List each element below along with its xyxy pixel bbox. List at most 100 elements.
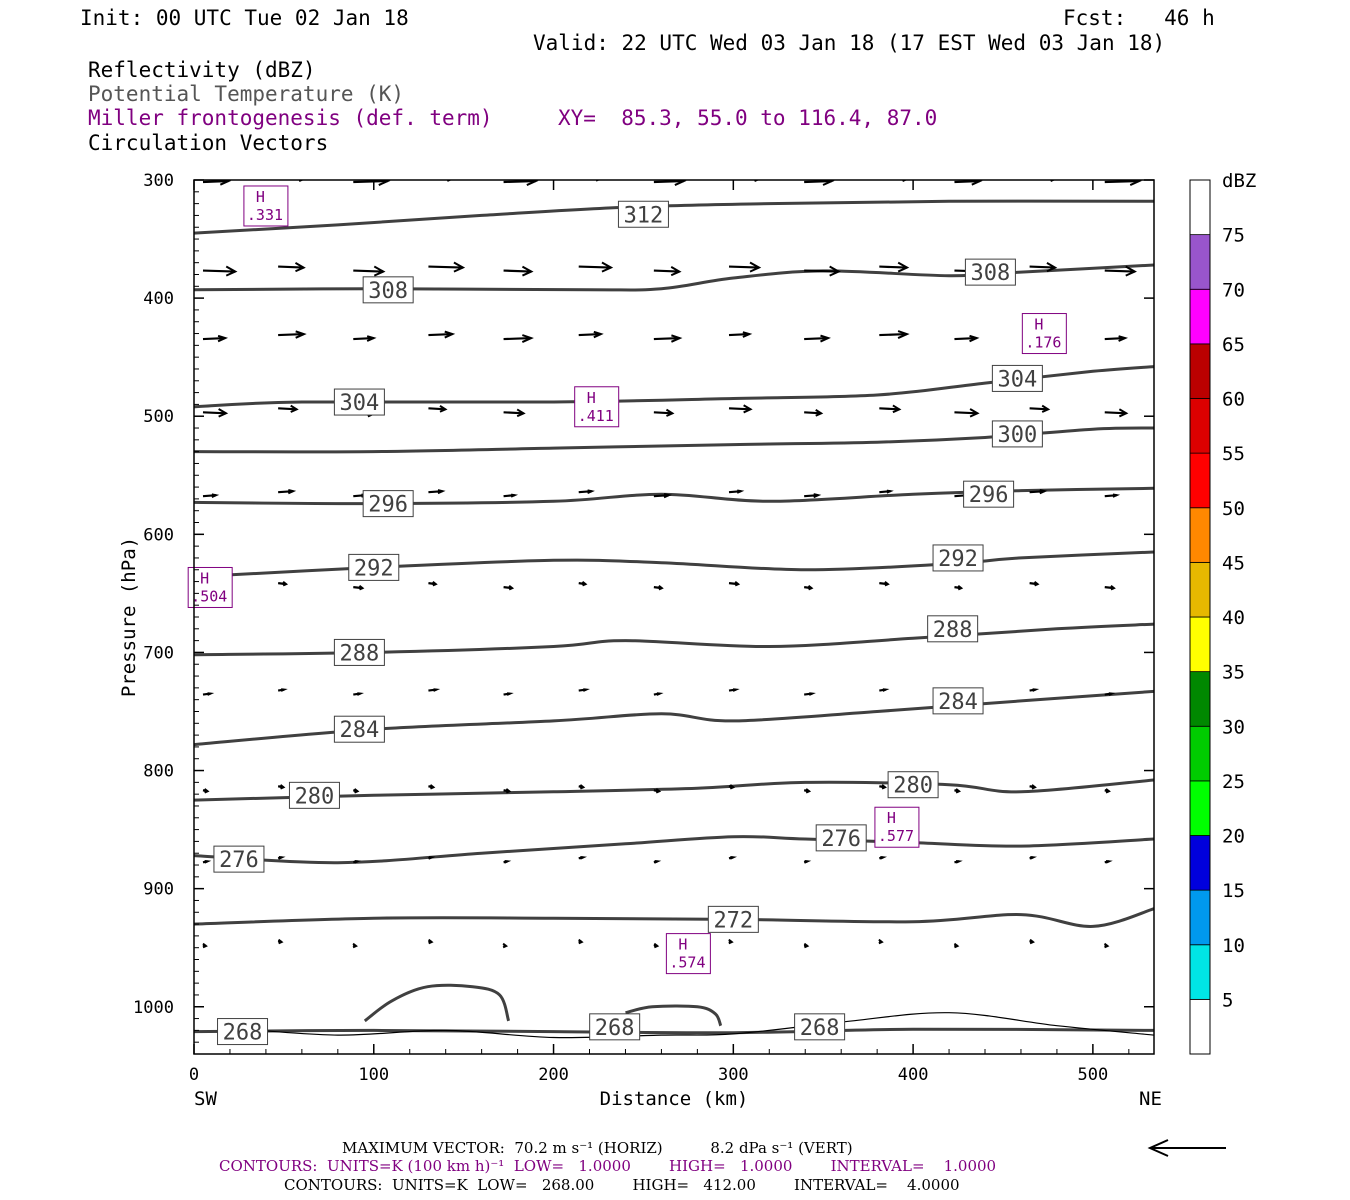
theta-label-box — [932, 687, 984, 715]
circulation-vector — [954, 180, 983, 186]
vector-head — [729, 784, 736, 790]
vector-head — [366, 335, 377, 342]
theta-label-text: 280 — [893, 774, 933, 799]
vector-head — [516, 408, 526, 418]
vector-head — [504, 859, 512, 864]
circulation-vector — [277, 938, 284, 945]
circulation-vector — [578, 938, 584, 945]
vector-head — [1112, 493, 1121, 498]
circulation-vector — [503, 265, 534, 277]
valid-time: Valid: 22 UTC Wed 03 Jan 18 (17 EST Wed … — [533, 31, 1166, 55]
theta-label-box — [932, 544, 984, 572]
circulation-vector — [352, 942, 358, 949]
vector-shaft — [353, 336, 374, 341]
high-letter: H — [587, 389, 596, 407]
vector-head — [225, 265, 238, 277]
circulation-vector — [578, 784, 586, 790]
vector-shaft — [503, 336, 532, 341]
theta-label-box — [887, 771, 939, 799]
circulation-vector — [804, 493, 822, 499]
colorbar-segment — [1189, 398, 1211, 454]
vector-shaft — [428, 332, 453, 337]
theta-label-box — [589, 1013, 641, 1041]
vector-head — [1033, 580, 1040, 587]
vector-head — [1032, 688, 1040, 692]
circulation-vector — [653, 408, 675, 417]
vector-head — [813, 493, 822, 499]
circulation-vector — [278, 489, 297, 495]
theta-contour-272 — [194, 907, 1154, 928]
vector-head — [358, 584, 365, 591]
circulation-vector — [804, 409, 824, 417]
vector-head — [1029, 938, 1035, 945]
vector-head — [202, 942, 208, 949]
circulation-vector — [1029, 784, 1037, 790]
circulation-vector — [728, 784, 736, 790]
vector-head — [822, 180, 835, 186]
circulation-vector — [1029, 262, 1058, 273]
vector-head — [897, 330, 910, 339]
circulation-vector — [1104, 859, 1113, 864]
vector-shaft — [653, 269, 680, 273]
circulation-vector — [804, 334, 831, 343]
vector-head — [502, 942, 509, 949]
theta-label-292: 292 — [348, 553, 400, 581]
vector-head — [878, 938, 884, 945]
high-box — [243, 185, 289, 227]
vector-head — [282, 580, 289, 587]
circulation-vector — [653, 942, 660, 949]
circulation-vector — [1104, 335, 1129, 342]
vector-shaft — [879, 265, 908, 269]
theta-label-288: 288 — [333, 638, 385, 666]
circulation-vector — [1104, 180, 1142, 186]
frontogenesis-high: H.504 — [187, 566, 233, 608]
colorbar-level-label: 55 — [1222, 443, 1245, 465]
vector-head — [1110, 584, 1116, 591]
circulation-vector — [202, 334, 229, 343]
vector-head — [658, 584, 664, 591]
vector-head — [665, 408, 675, 417]
colorbar-level-label: 70 — [1222, 279, 1245, 301]
colorbar-level-label: 5 — [1222, 989, 1233, 1011]
theta-label-text: 288 — [933, 618, 973, 643]
circulation-vector — [578, 580, 588, 587]
circulation-vector — [428, 688, 441, 692]
vector-head — [808, 692, 816, 696]
theta-label-292: 292 — [932, 544, 984, 572]
theta-label-box — [617, 200, 669, 228]
circulation-vector — [428, 580, 438, 587]
theta-label-text: 272 — [713, 908, 753, 933]
theta-label-box — [794, 1013, 846, 1041]
vector-head — [433, 688, 441, 692]
y-tick-label: 1000 — [133, 998, 174, 1018]
colorbar-segment — [1189, 616, 1211, 673]
vector-head — [728, 938, 734, 945]
circulation-vector — [653, 266, 682, 277]
vector-shaft — [278, 407, 297, 411]
theta-bulge-0 — [363, 983, 511, 1023]
vector-head — [886, 489, 894, 494]
circulation-vector — [1029, 404, 1051, 413]
vector-head — [579, 784, 586, 790]
circulation-vector — [353, 335, 377, 342]
vector-head — [736, 489, 745, 494]
theta-label-284: 284 — [932, 687, 984, 715]
vector-shaft — [879, 177, 911, 178]
circulation-vector — [653, 859, 662, 864]
theta-contour-268 — [194, 1027, 1154, 1035]
circulation-vector — [353, 180, 391, 186]
vector-head — [217, 334, 229, 343]
circulation-vector — [202, 493, 220, 498]
vector-head — [1118, 408, 1129, 418]
vector-head — [897, 261, 910, 273]
circulation-vector — [353, 584, 365, 591]
circulation-vector — [202, 692, 215, 696]
circulation-vector — [1104, 692, 1116, 696]
high-value: .176 — [1025, 334, 1061, 352]
footer-contours-frontogenesis: CONTOURS: UNITS=K (100 km h)⁻¹ LOW= 1.00… — [219, 1157, 997, 1175]
vector-shaft — [729, 177, 764, 178]
circulation-vector — [202, 408, 229, 418]
vector-head — [1108, 692, 1116, 696]
circulation-vector — [653, 788, 662, 794]
